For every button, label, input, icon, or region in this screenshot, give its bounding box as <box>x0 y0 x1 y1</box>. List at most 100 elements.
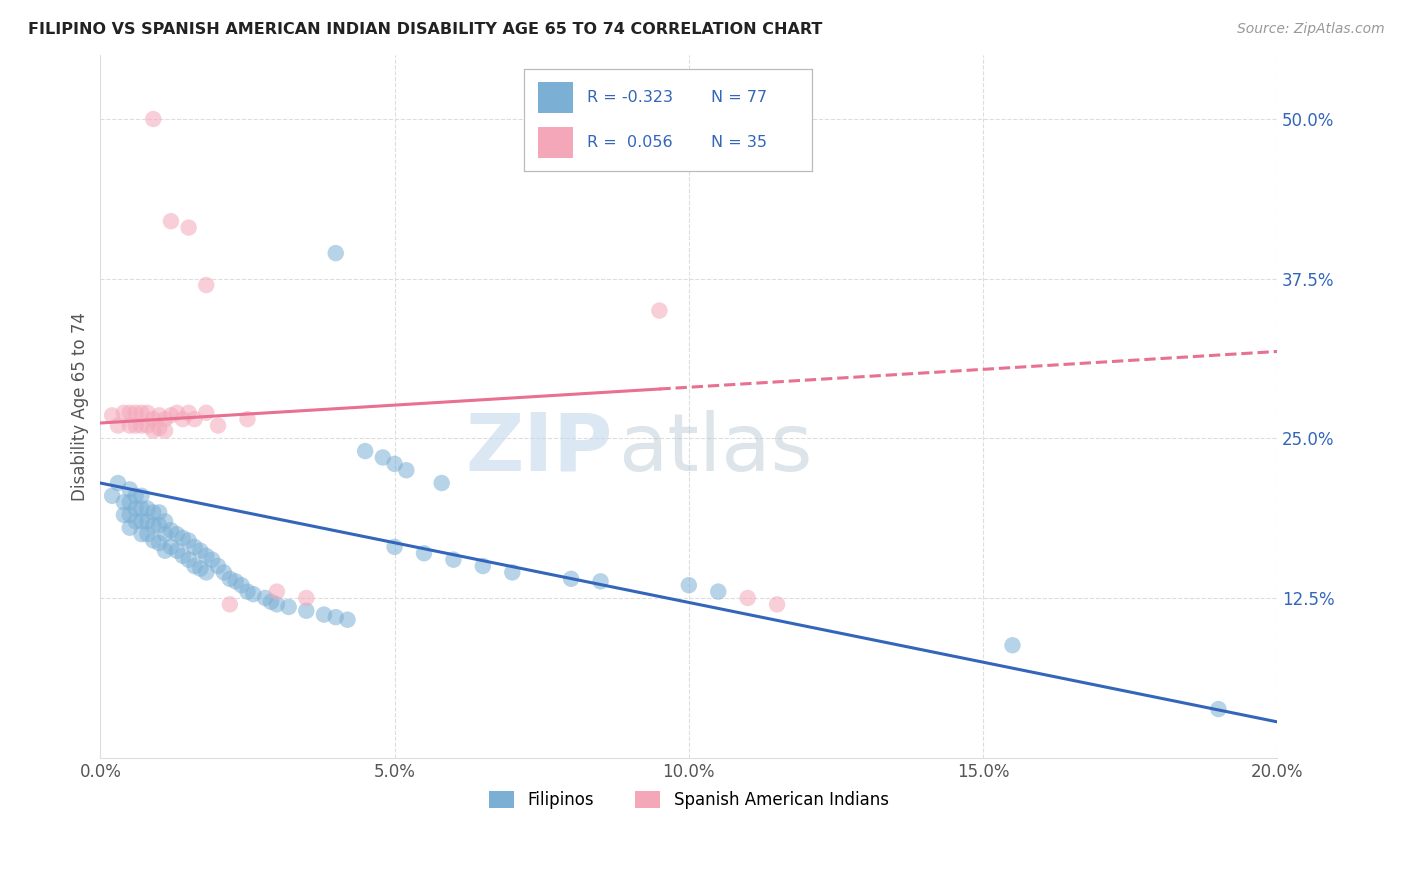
Point <box>153 543 176 558</box>
Point <box>153 514 176 528</box>
Point <box>236 584 259 599</box>
Point <box>153 412 176 426</box>
Point <box>118 508 141 522</box>
Point <box>142 533 165 548</box>
Point <box>101 489 124 503</box>
Point <box>312 607 335 622</box>
Point <box>160 540 183 554</box>
Point <box>131 514 153 528</box>
Point <box>118 521 141 535</box>
Point <box>266 584 288 599</box>
Point <box>183 412 205 426</box>
Point <box>242 587 264 601</box>
Point <box>142 518 165 533</box>
Point <box>177 220 200 235</box>
Point <box>371 450 394 465</box>
Y-axis label: Disability Age 65 to 74: Disability Age 65 to 74 <box>72 312 89 500</box>
Point <box>212 566 235 580</box>
Point <box>501 566 523 580</box>
Point <box>295 604 318 618</box>
Point <box>441 552 464 566</box>
Point <box>148 505 170 519</box>
Point <box>142 505 165 519</box>
Point <box>354 444 377 458</box>
Point <box>124 418 146 433</box>
Point <box>136 527 159 541</box>
Point <box>172 412 194 426</box>
Point <box>395 463 418 477</box>
Point <box>172 531 194 545</box>
Point <box>231 578 253 592</box>
Point <box>131 406 153 420</box>
Point <box>218 598 240 612</box>
Point <box>471 559 494 574</box>
Point <box>190 543 212 558</box>
Point <box>148 409 170 423</box>
Point <box>142 424 165 438</box>
Point <box>166 527 188 541</box>
Text: Source: ZipAtlas.com: Source: ZipAtlas.com <box>1237 22 1385 37</box>
Point <box>336 613 359 627</box>
Point <box>254 591 277 605</box>
Point <box>148 536 170 550</box>
Point <box>648 303 671 318</box>
Point <box>325 246 347 260</box>
Point <box>225 574 247 589</box>
Point <box>166 543 188 558</box>
Point <box>560 572 582 586</box>
Point <box>195 278 218 293</box>
Point <box>172 549 194 563</box>
Point <box>589 574 612 589</box>
Point <box>160 214 183 228</box>
Point <box>207 559 229 574</box>
Point <box>112 406 135 420</box>
Point <box>131 527 153 541</box>
Point <box>118 495 141 509</box>
Point <box>124 406 146 420</box>
Text: ZIP: ZIP <box>465 409 612 488</box>
Point <box>131 501 153 516</box>
Point <box>148 421 170 435</box>
Point <box>112 508 135 522</box>
Point <box>160 523 183 537</box>
Point <box>153 527 176 541</box>
Point <box>195 406 218 420</box>
Point <box>195 549 218 563</box>
Point <box>1001 638 1024 652</box>
Point <box>160 409 183 423</box>
Point <box>107 476 129 491</box>
Point <box>136 514 159 528</box>
Point <box>177 552 200 566</box>
Point <box>112 495 135 509</box>
Text: FILIPINO VS SPANISH AMERICAN INDIAN DISABILITY AGE 65 TO 74 CORRELATION CHART: FILIPINO VS SPANISH AMERICAN INDIAN DISA… <box>28 22 823 37</box>
Point <box>707 584 730 599</box>
Point <box>183 540 205 554</box>
Point <box>766 598 789 612</box>
Point <box>236 412 259 426</box>
Point <box>148 518 170 533</box>
Point <box>384 457 406 471</box>
Point <box>190 561 212 575</box>
Point <box>136 406 159 420</box>
Point <box>118 418 141 433</box>
Point <box>195 566 218 580</box>
Point <box>678 578 700 592</box>
Text: atlas: atlas <box>619 409 813 488</box>
Point <box>124 514 146 528</box>
Point <box>131 418 153 433</box>
Point <box>384 540 406 554</box>
Legend: Filipinos, Spanish American Indians: Filipinos, Spanish American Indians <box>482 785 896 816</box>
Point <box>136 501 159 516</box>
Point <box>325 610 347 624</box>
Point <box>201 552 224 566</box>
Point <box>207 418 229 433</box>
Point <box>277 599 299 614</box>
Point <box>413 546 436 560</box>
Point <box>124 489 146 503</box>
Point <box>430 476 453 491</box>
Point <box>142 112 165 126</box>
Point <box>142 412 165 426</box>
Point <box>737 591 759 605</box>
Point <box>218 572 240 586</box>
Point <box>118 406 141 420</box>
